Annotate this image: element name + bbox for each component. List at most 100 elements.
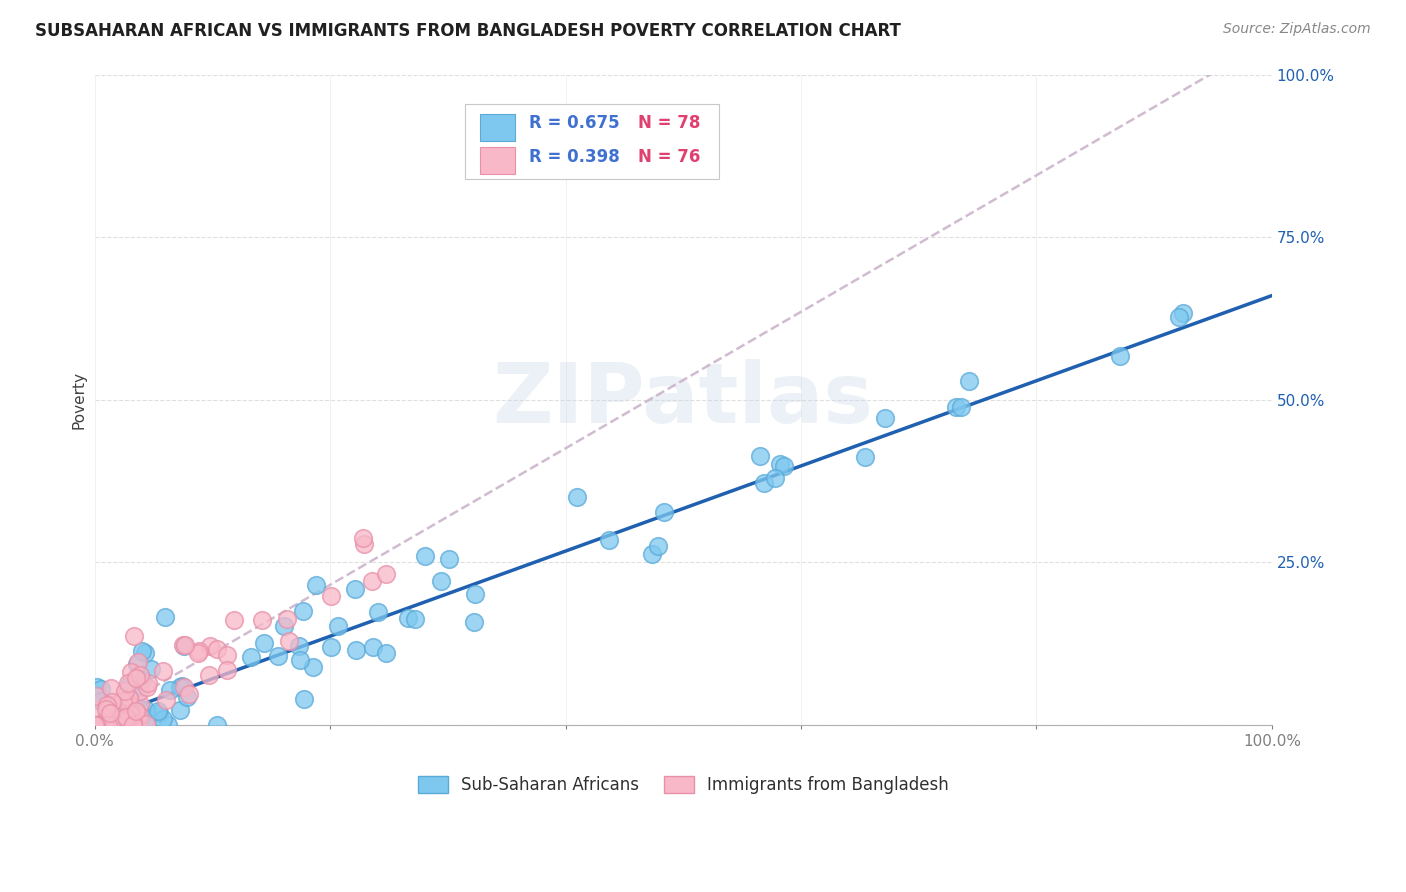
Point bbox=[752, 476, 775, 491]
Point bbox=[118, 702, 141, 716]
Point bbox=[304, 577, 326, 591]
Point bbox=[187, 646, 209, 660]
Point bbox=[105, 717, 128, 731]
Text: N = 76: N = 76 bbox=[638, 148, 700, 166]
Point bbox=[139, 662, 162, 676]
Point bbox=[773, 459, 796, 474]
Point bbox=[169, 680, 191, 694]
Point bbox=[215, 648, 238, 662]
Point bbox=[749, 449, 772, 463]
Point bbox=[302, 660, 325, 674]
Point bbox=[366, 605, 388, 619]
Text: R = 0.398: R = 0.398 bbox=[529, 148, 620, 166]
Point bbox=[277, 634, 299, 648]
Point bbox=[1171, 306, 1194, 320]
Point bbox=[640, 547, 662, 561]
Point bbox=[121, 717, 143, 731]
Point bbox=[950, 400, 973, 414]
Point bbox=[128, 702, 150, 716]
Point bbox=[129, 668, 152, 682]
Point bbox=[146, 704, 169, 718]
Point bbox=[267, 649, 290, 664]
Point bbox=[100, 681, 122, 696]
Point bbox=[360, 574, 382, 588]
Point bbox=[291, 603, 314, 617]
Point bbox=[404, 612, 426, 626]
FancyBboxPatch shape bbox=[479, 114, 515, 142]
Text: SUBSAHARAN AFRICAN VS IMMIGRANTS FROM BANGLADESH POVERTY CORRELATION CHART: SUBSAHARAN AFRICAN VS IMMIGRANTS FROM BA… bbox=[35, 22, 901, 40]
Point bbox=[108, 713, 131, 727]
Point bbox=[396, 611, 419, 625]
Point bbox=[134, 646, 156, 660]
Point bbox=[118, 706, 141, 721]
Point bbox=[292, 692, 315, 706]
Point bbox=[115, 713, 138, 727]
FancyBboxPatch shape bbox=[479, 146, 515, 174]
Point bbox=[122, 714, 145, 729]
Point bbox=[250, 613, 273, 627]
Point bbox=[769, 457, 792, 471]
Point bbox=[127, 713, 149, 727]
Point bbox=[96, 717, 118, 731]
Point bbox=[205, 642, 228, 657]
Point bbox=[84, 717, 107, 731]
Point bbox=[344, 643, 367, 657]
Point bbox=[319, 640, 342, 654]
Point bbox=[120, 692, 142, 706]
Point bbox=[374, 567, 396, 582]
Point bbox=[124, 708, 146, 723]
Point bbox=[176, 690, 198, 704]
Point bbox=[87, 717, 110, 731]
Point bbox=[1109, 349, 1132, 363]
Point bbox=[155, 610, 177, 624]
Point bbox=[84, 717, 107, 731]
Point bbox=[118, 705, 141, 719]
Point bbox=[224, 613, 246, 627]
Point bbox=[83, 703, 105, 717]
Point bbox=[148, 706, 170, 720]
Point bbox=[96, 712, 118, 726]
Point bbox=[647, 539, 669, 553]
Point bbox=[276, 612, 298, 626]
Point bbox=[565, 490, 588, 504]
Point bbox=[124, 629, 146, 643]
Point bbox=[86, 680, 108, 694]
Point bbox=[321, 589, 343, 603]
Point bbox=[112, 694, 135, 708]
Point bbox=[118, 677, 141, 691]
Point bbox=[129, 697, 152, 711]
Point bbox=[115, 709, 138, 723]
Point bbox=[159, 683, 181, 698]
Point bbox=[101, 695, 124, 709]
Point bbox=[132, 717, 155, 731]
Point bbox=[104, 717, 127, 731]
Legend: Sub-Saharan Africans, Immigrants from Bangladesh: Sub-Saharan Africans, Immigrants from Ba… bbox=[411, 770, 956, 801]
Point bbox=[117, 690, 139, 705]
Point bbox=[94, 717, 117, 731]
Point bbox=[217, 663, 239, 677]
Point bbox=[112, 717, 135, 731]
Point bbox=[288, 639, 311, 653]
Point bbox=[90, 681, 112, 696]
Y-axis label: Poverty: Poverty bbox=[72, 370, 86, 428]
Point bbox=[128, 684, 150, 698]
Point bbox=[853, 450, 876, 464]
Point bbox=[104, 709, 127, 723]
Point bbox=[288, 653, 311, 667]
Point bbox=[374, 646, 396, 660]
Point bbox=[763, 471, 786, 485]
Text: N = 78: N = 78 bbox=[638, 114, 700, 132]
Point bbox=[174, 638, 197, 652]
Point bbox=[875, 411, 897, 425]
Point bbox=[173, 639, 195, 653]
Point bbox=[120, 710, 142, 724]
Point bbox=[136, 680, 159, 694]
Point bbox=[172, 638, 194, 652]
Point bbox=[172, 680, 194, 694]
Text: Source: ZipAtlas.com: Source: ZipAtlas.com bbox=[1223, 22, 1371, 37]
Point bbox=[97, 698, 120, 713]
Point bbox=[125, 671, 148, 685]
Point bbox=[353, 537, 375, 551]
Point bbox=[129, 717, 152, 731]
Point bbox=[152, 665, 174, 679]
